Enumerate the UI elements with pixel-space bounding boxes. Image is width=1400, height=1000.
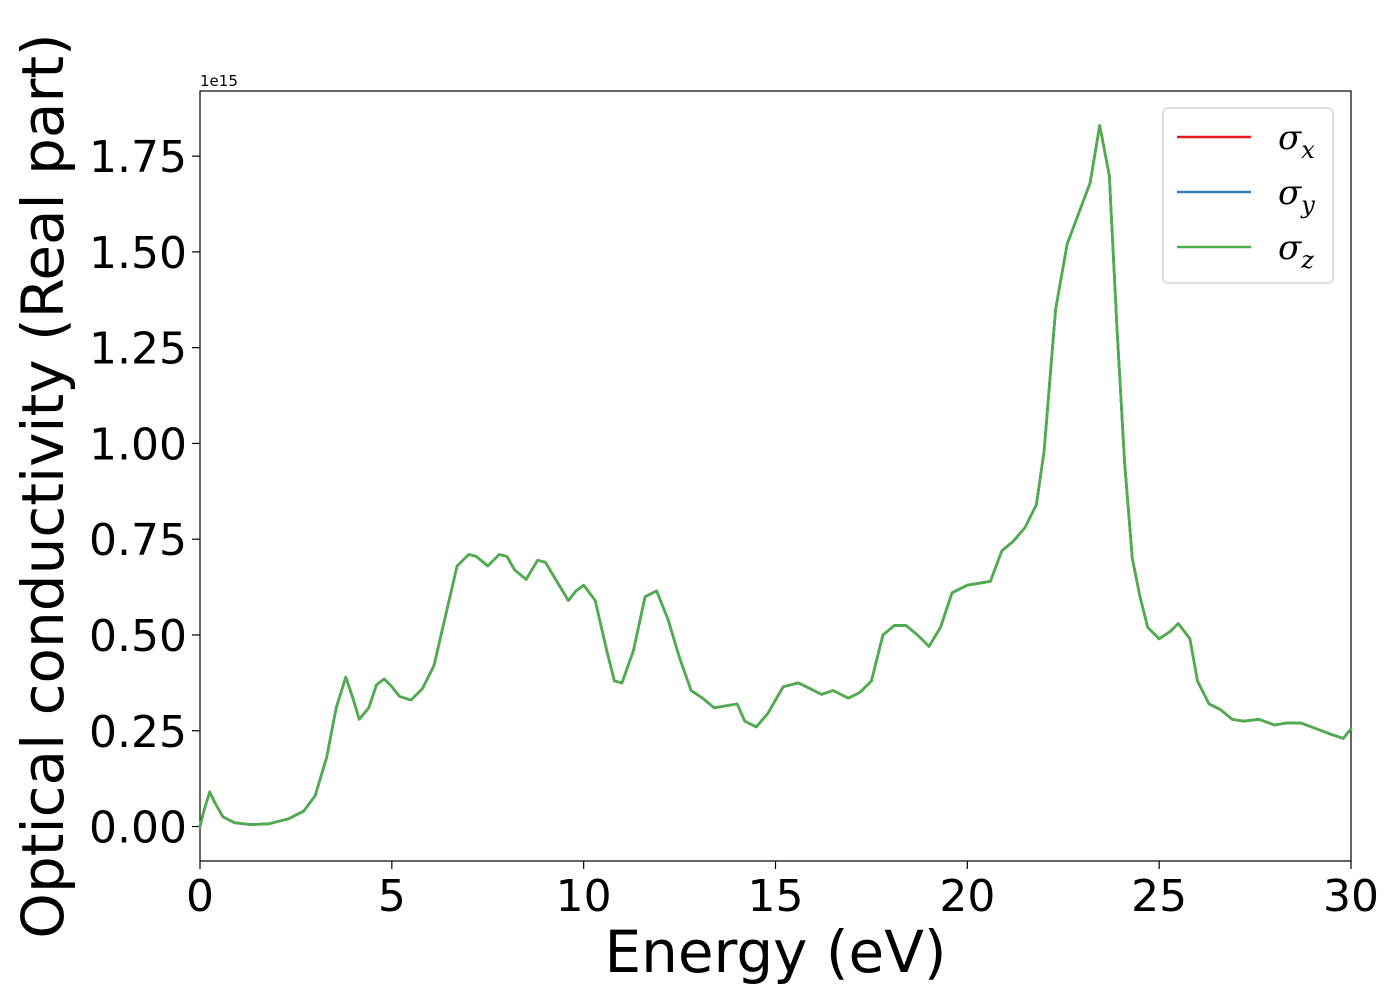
y-tick-label: 0.75 [89,515,187,566]
y-axis-ticks: 0.00 0.25 0.50 0.75 1.00 1.25 1.50 1.75 [89,132,200,854]
y-tick-label: 1.25 [89,324,187,375]
x-axis-ticks: 0 5 10 15 20 25 30 [186,861,1379,922]
legend-label-y: σy [1278,173,1315,219]
x-tick-label: 15 [748,871,804,922]
x-tick-label: 30 [1323,871,1379,922]
series-lines [198,124,1353,828]
x-axis-label: Energy (eV) [604,918,946,986]
legend-label-base: σ [1278,173,1302,213]
legend-label-base: σ [1278,118,1302,158]
y-axis-label: Optical conductivity (Real part) [9,33,77,938]
series-line-z [198,124,1353,828]
y-tick-label: 1.00 [89,419,187,470]
y-axis-offset-label: 1e15 [200,72,238,90]
x-tick-label: 20 [939,871,995,922]
y-tick-label: 0.00 [89,803,187,854]
legend-label-x: σx [1278,118,1315,164]
x-tick-label: 0 [186,871,214,922]
legend-label-z: σz [1278,228,1314,274]
legend-box [1162,107,1334,284]
y-tick-label: 1.50 [89,228,187,279]
x-tick-label: 5 [378,871,406,922]
y-tick-label: 0.25 [89,707,187,758]
y-tick-label: 0.50 [89,611,187,662]
legend-label-subscript: y [1300,191,1315,219]
x-tick-label: 10 [556,871,612,922]
x-tick-label: 25 [1131,871,1187,922]
legend-label-base: σ [1278,228,1302,268]
y-tick-label: 1.75 [89,132,187,183]
legend-label-subscript: x [1301,136,1315,164]
legend-label-subscript: z [1300,246,1314,274]
